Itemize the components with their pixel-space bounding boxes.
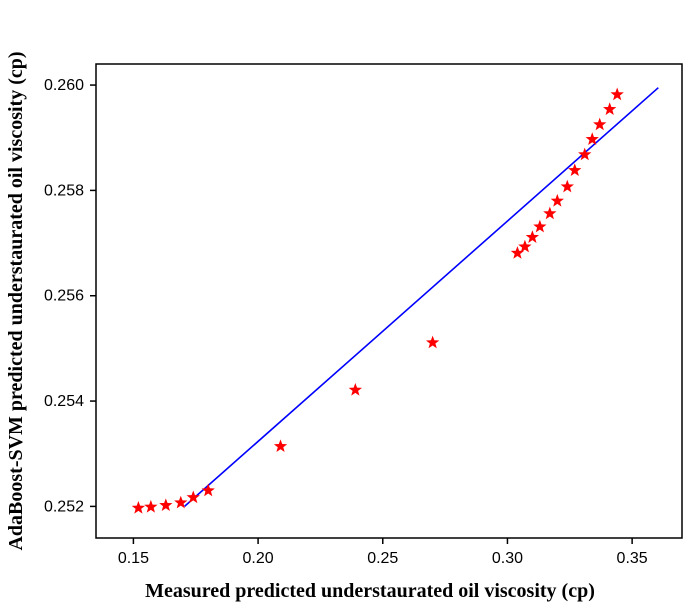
data-point-star (568, 163, 582, 177)
data-point-star (144, 499, 158, 513)
data-point-star (525, 230, 540, 243)
data-point-star (603, 102, 617, 115)
y-tick-label: 0.256 (44, 288, 84, 305)
y-tick-label: 0.258 (44, 182, 84, 199)
x-tick-label: 0.25 (367, 550, 398, 567)
data-point-star (201, 483, 215, 497)
plot-frame (95, 63, 683, 539)
x-tick-label: 0.35 (617, 550, 648, 567)
data-point-star (560, 179, 574, 193)
y-tick-label: 0.260 (44, 77, 84, 94)
data-point-star (578, 147, 592, 161)
data-point-star (593, 117, 607, 131)
data-point-star (518, 239, 532, 253)
data-point-star (186, 490, 200, 504)
data-point-star (533, 219, 547, 233)
data-point-star (131, 500, 146, 514)
reference-line (183, 87, 659, 507)
y-axis-ticks: 0.252 0.254 0.256 0.258 0.260 (44, 77, 96, 515)
data-point-star (425, 335, 440, 349)
y-tick-label: 0.252 (44, 498, 84, 515)
data-point-star (174, 495, 188, 509)
x-tick-label: 0.15 (118, 550, 149, 567)
x-axis-ticks: 0.15 0.20 0.25 0.30 0.35 (118, 538, 648, 567)
y-tick-label: 0.254 (44, 393, 84, 410)
data-point-star (543, 206, 557, 220)
x-tick-label: 0.30 (492, 550, 523, 567)
x-tick-label: 0.20 (243, 550, 274, 567)
data-point-star (550, 193, 564, 207)
data-point-star (585, 132, 599, 145)
data-point-star (273, 439, 288, 453)
data-point-star (348, 383, 362, 396)
data-point-star (159, 498, 173, 512)
x-axis-title: Measured predicted understaurated oil vi… (145, 580, 595, 602)
y-axis-title: AdaBoost-SVM predicted understaurated oi… (5, 51, 27, 550)
data-point-star (510, 246, 525, 259)
plot-area (131, 87, 659, 514)
data-point-star (610, 87, 624, 101)
